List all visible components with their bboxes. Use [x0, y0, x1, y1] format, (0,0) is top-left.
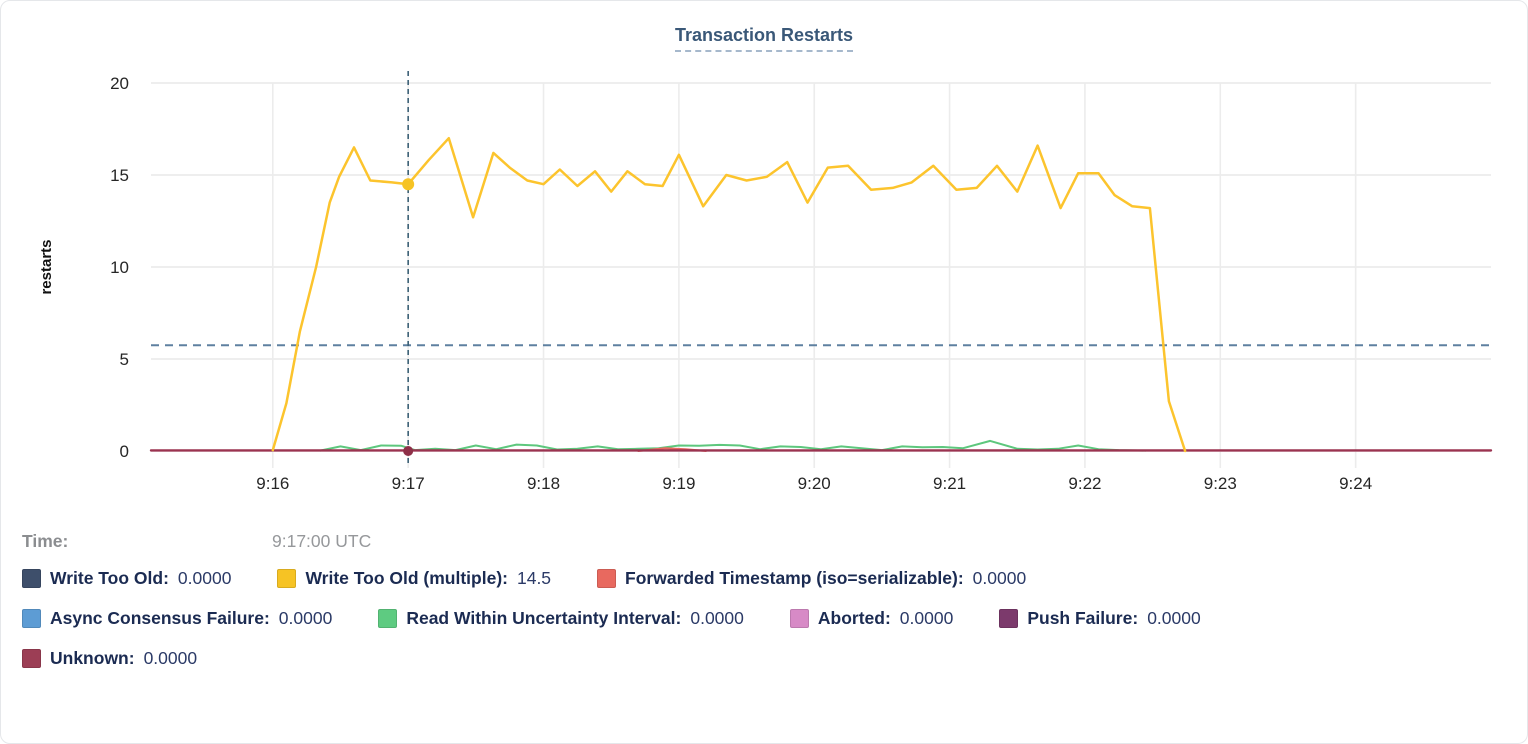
y-tick-label: 5: [120, 350, 129, 369]
legend-row-3: Unknown: 0.0000: [22, 648, 1506, 669]
legend-swatch-unknown: [22, 649, 41, 668]
time-value: 9:17:00 UTC: [272, 531, 372, 551]
x-tick-label: 9:24: [1339, 474, 1372, 493]
legend-item-unknown: Unknown: 0.0000: [22, 648, 197, 669]
legend-swatch-write-too-old-multiple: [277, 569, 297, 588]
y-axis-label: restarts: [38, 239, 55, 294]
legend-swatch-async-consensus-failure: [22, 609, 41, 628]
legend-value: 0.0000: [899, 608, 954, 628]
legend-label: Aborted:: [817, 608, 891, 628]
legend-value: 0.0000: [143, 648, 198, 668]
y-tick-label: 15: [110, 166, 129, 185]
chart-title-wrap: Transaction Restarts: [1, 25, 1527, 52]
legend-item-write-too-old-multiple: Write Too Old (multiple): 14.5: [277, 568, 551, 589]
legend-value: 0.0000: [1147, 608, 1201, 628]
legend-label: Write Too Old (multiple):: [305, 568, 508, 588]
transaction-restarts-chart[interactable]: 0 5 10 15 20 9:16 9:17 9:18 9:19 9:20 9:21 9:22 9:23…: [1, 56, 1528, 511]
legend-swatch-aborted: [789, 609, 809, 628]
legend-item-write-too-old: Write Too Old: 0.0000: [22, 568, 231, 589]
legend-item-push-failure: Push Failure: 0.0000: [999, 608, 1201, 629]
crosshair-point-unknown: [403, 446, 414, 456]
legend-swatch-write-too-old: [22, 569, 41, 588]
legend-value: 0.0000: [972, 568, 1027, 588]
legend-item-forwarded-timestamp: Forwarded Timestamp (iso=serializable): …: [597, 568, 1026, 589]
legend-label: Read Within Uncertainty Interval:: [406, 608, 682, 628]
legend-value: 14.5: [516, 568, 552, 588]
legend-value: 0.0000: [278, 608, 333, 628]
legend-swatch-read-within-uncertainty: [378, 609, 398, 628]
chart-plot-area[interactable]: 0 5 10 15 20 9:16 9:17 9:18 9:19 9:20 9:21 9:22 9:23…: [1, 56, 1528, 511]
legend-item-async-consensus-failure: Async Consensus Failure: 0.0000: [22, 608, 332, 629]
legend-row-2: Async Consensus Failure: 0.0000 Read Wit…: [22, 608, 1506, 629]
legend-row-1: Write Too Old: 0.0000 Write Too Old (mul…: [22, 568, 1506, 589]
time-label: Time:: [22, 531, 69, 551]
legend-label: Unknown:: [50, 648, 135, 668]
legend-label: Push Failure:: [1027, 608, 1139, 628]
series-line-read-within-uncertainty-interval: [319, 439, 1147, 452]
x-tick-label: 9:22: [1068, 474, 1101, 493]
crosshair-point-write-too-old-multiple: [402, 178, 415, 191]
legend-label: Async Consensus Failure:: [50, 608, 270, 628]
hover-readout: Time: 9:17:00 UTC Write Too Old: 0.0000 W…: [22, 521, 1506, 688]
legend-value: 0.0000: [177, 568, 232, 588]
legend-swatch-forwarded-timestamp: [597, 569, 617, 588]
series-line-write-too-old-multiple: [271, 136, 1187, 453]
x-tick-label: 9:21: [933, 474, 966, 493]
legend-label: Forwarded Timestamp (iso=serializable):: [625, 568, 964, 588]
legend-item-read-within-uncertainty: Read Within Uncertainty Interval: 0.0000: [378, 608, 744, 629]
x-tick-label: 9:20: [798, 474, 831, 493]
x-tick-label: 9:23: [1204, 474, 1237, 493]
y-tick-label: 0: [120, 442, 129, 461]
x-tick-label: 9:17: [392, 474, 425, 493]
legend-label: Write Too Old:: [50, 568, 169, 588]
legend-item-aborted: Aborted: 0.0000: [789, 608, 954, 629]
y-tick-label: 10: [110, 258, 129, 277]
legend-swatch-push-failure: [999, 609, 1019, 628]
x-tick-label: 9:18: [527, 474, 560, 493]
x-tick-label: 9:16: [256, 474, 289, 493]
y-tick-label: 20: [110, 74, 129, 93]
time-row: Time: 9:17:00 UTC: [22, 531, 1506, 552]
x-tick-label: 9:19: [662, 474, 695, 493]
chart-title[interactable]: Transaction Restarts: [674, 25, 854, 52]
legend-value: 0.0000: [690, 608, 744, 628]
